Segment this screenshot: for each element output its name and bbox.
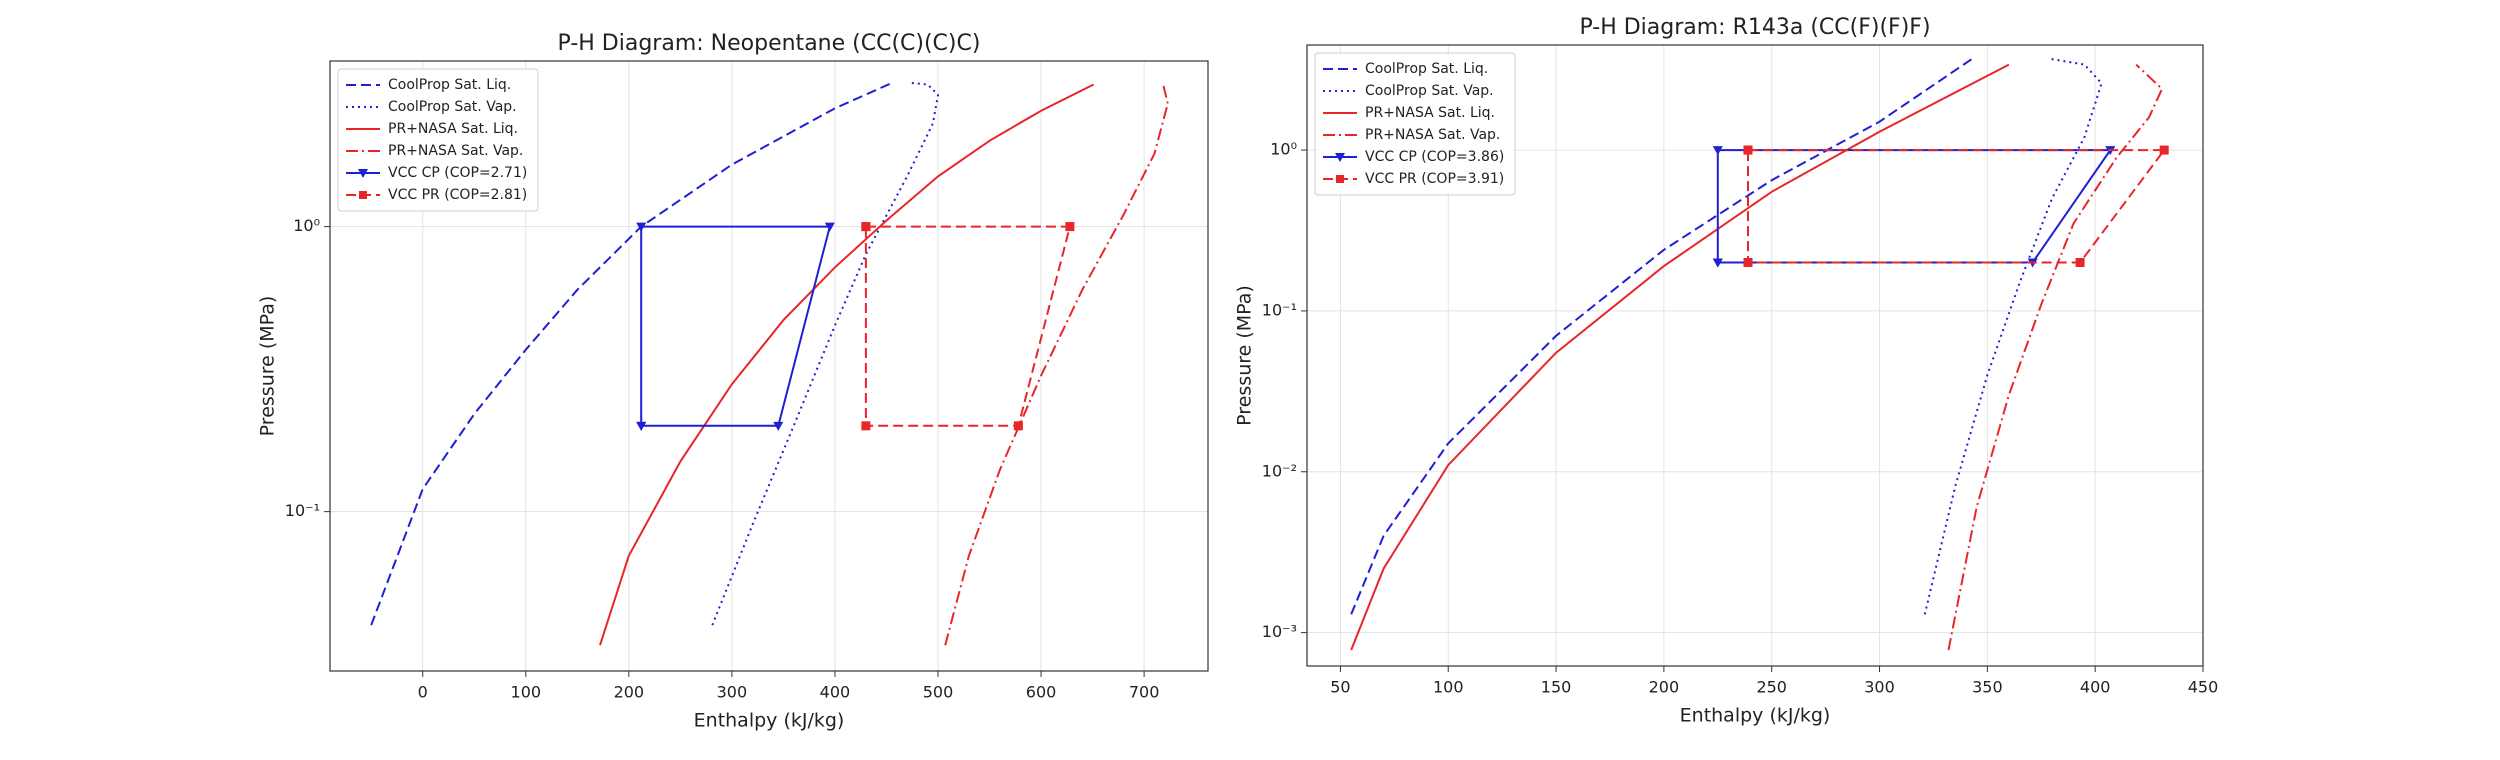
x-tick-label: 50 bbox=[1330, 678, 1350, 697]
series-line bbox=[640, 225, 832, 427]
legend-marker bbox=[358, 169, 368, 178]
marker bbox=[1743, 257, 1753, 267]
x-tick-label: 450 bbox=[2188, 678, 2219, 697]
y-tick-label: 10⁰ bbox=[293, 216, 320, 235]
legend-box bbox=[337, 68, 539, 212]
marker bbox=[636, 222, 647, 232]
x-tick-label: 250 bbox=[1756, 678, 1787, 697]
series-line bbox=[944, 82, 1169, 646]
series-line bbox=[370, 81, 894, 626]
marker bbox=[2159, 145, 2169, 155]
x-tick-label: 700 bbox=[1129, 683, 1160, 702]
legend-label: CoolProp Sat. Vap. bbox=[388, 99, 517, 115]
legend-label: VCC CP (COP=3.86) bbox=[1365, 149, 1504, 165]
marker bbox=[636, 421, 647, 431]
legend-box bbox=[1314, 52, 1516, 196]
marker bbox=[1743, 145, 1753, 155]
marker bbox=[861, 421, 871, 431]
legend: CoolProp Sat. Liq. CoolProp Sat. Vap. PR+N… bbox=[337, 68, 539, 212]
legend-marker bbox=[1336, 175, 1344, 183]
plot-area bbox=[1350, 57, 2169, 651]
x-tick-label: 100 bbox=[1433, 678, 1464, 697]
series-line bbox=[1747, 149, 2167, 264]
legend-label: VCC PR (COP=3.91) bbox=[1365, 171, 1504, 187]
series-line bbox=[1923, 57, 2103, 615]
marker bbox=[2075, 257, 2085, 267]
chart-title: P-H Diagram: Neopentane (CC(C)(C)C) bbox=[558, 31, 981, 56]
series-line bbox=[1350, 63, 2010, 651]
legend-label: PR+NASA Sat. Vap. bbox=[1365, 127, 1500, 143]
marker bbox=[824, 222, 835, 232]
y-tick-label: 10⁻¹ bbox=[1262, 300, 1297, 319]
series-line bbox=[864, 225, 1072, 427]
chart-title: P-H Diagram: R143a (CC(F)(F)F) bbox=[1579, 15, 1930, 40]
x-tick-label: 300 bbox=[1864, 678, 1895, 697]
legend-label: PR+NASA Sat. Vap. bbox=[388, 143, 523, 159]
x-tick-label: 350 bbox=[1972, 678, 2003, 697]
x-tick-label: 200 bbox=[1649, 678, 1680, 697]
legend-label: PR+NASA Sat. Liq. bbox=[1365, 105, 1495, 121]
x-tick-label: 400 bbox=[820, 683, 851, 702]
series-line bbox=[711, 81, 940, 626]
y-axis-label: Pressure (MPa) bbox=[257, 296, 279, 437]
x-tick-label: 500 bbox=[923, 683, 954, 702]
y-tick-label: 10⁰ bbox=[1270, 140, 1297, 159]
y-axis-label: Pressure (MPa) bbox=[1234, 285, 1256, 426]
x-axis-label: Enthalpy (kJ/kg) bbox=[694, 710, 845, 732]
x-axis-label: Enthalpy (kJ/kg) bbox=[1680, 705, 1831, 727]
marker bbox=[1712, 258, 1723, 268]
legend: CoolProp Sat. Liq. CoolProp Sat. Vap. PR+N… bbox=[1314, 52, 1516, 196]
legend-label: CoolProp Sat. Vap. bbox=[1365, 83, 1494, 99]
legend-marker bbox=[359, 191, 367, 199]
marker bbox=[773, 421, 784, 431]
legend-label: CoolProp Sat. Liq. bbox=[388, 77, 511, 93]
x-tick-label: 0 bbox=[418, 683, 428, 702]
y-tick-label: 10⁻² bbox=[1262, 461, 1297, 480]
marker bbox=[1065, 222, 1075, 232]
x-tick-label: 300 bbox=[717, 683, 748, 702]
legend-label: VCC CP (COP=2.71) bbox=[388, 165, 527, 181]
legend-marker bbox=[1335, 153, 1345, 162]
plot-frame bbox=[329, 60, 1209, 672]
series-line bbox=[599, 83, 1095, 646]
legend-label: PR+NASA Sat. Liq. bbox=[388, 121, 518, 137]
x-tick-label: 150 bbox=[1541, 678, 1572, 697]
plot-frame bbox=[1306, 44, 2204, 667]
legend-label: VCC PR (COP=2.81) bbox=[388, 187, 527, 203]
marker bbox=[1013, 421, 1023, 431]
x-tick-label: 100 bbox=[511, 683, 542, 702]
legend-label: CoolProp Sat. Liq. bbox=[1365, 61, 1488, 77]
x-tick-label: 600 bbox=[1026, 683, 1057, 702]
series-line bbox=[1716, 149, 2113, 264]
x-tick-label: 200 bbox=[614, 683, 645, 702]
y-tick-label: 10⁻¹ bbox=[285, 501, 320, 520]
marker bbox=[861, 222, 871, 232]
x-tick-label: 400 bbox=[2080, 678, 2111, 697]
y-tick-label: 10⁻³ bbox=[1262, 622, 1297, 641]
plot-area bbox=[370, 81, 1169, 646]
marker bbox=[1712, 146, 1723, 156]
series-line bbox=[1947, 63, 2164, 651]
